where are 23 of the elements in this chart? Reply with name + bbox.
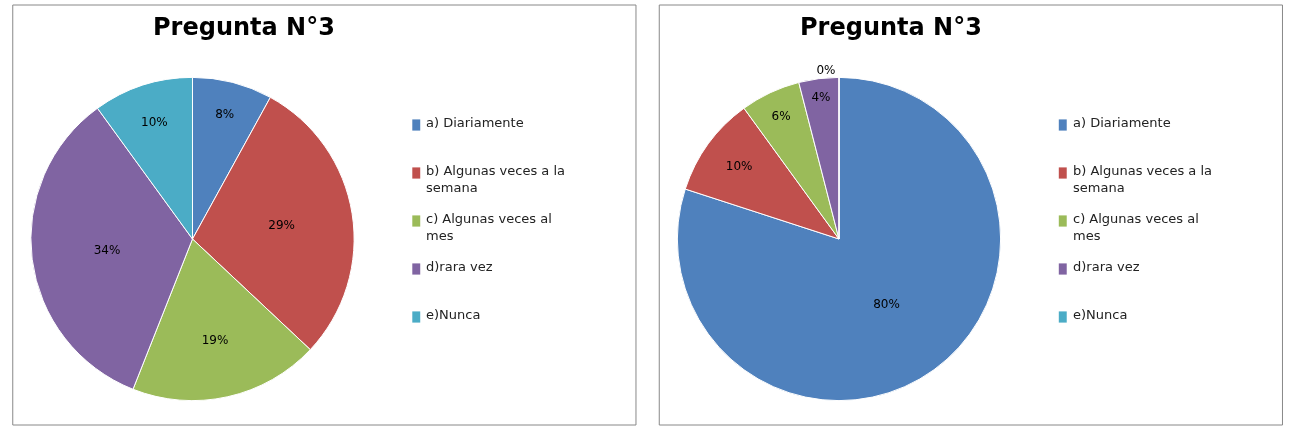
legend-label: c) Algunas veces al mes [426,211,552,243]
legend-label: d)rara vez [426,259,493,274]
legend-label: e)Nunca [1073,307,1128,322]
data-label: 29% [268,217,295,232]
data-label: 4% [811,89,831,104]
legend-label: e)Nunca [426,307,481,322]
data-label: 80% [873,297,900,312]
data-label: 6% [771,108,791,123]
legend-label: c) Algunas veces al mes [1073,211,1199,243]
legend-label: b) Algunas veces a la semana [1073,163,1212,195]
chart-title: Pregunta N°3 [800,13,982,41]
data-label: 8% [215,106,235,121]
pie-slice [677,76,1002,401]
legend-label: b) Algunas veces a la semana [426,163,565,195]
data-label: 19% [201,332,229,347]
legend-label: a) Diariamente [426,115,524,130]
data-label: 10% [725,159,753,174]
data-label: 34% [93,242,121,257]
legend-label: d)rara vez [1073,259,1140,274]
data-label: 10% [140,114,168,129]
chart-title: Pregunta N°3 [153,13,335,41]
legend-label: a) Diariamente [1073,115,1171,130]
text: 0% [816,63,836,78]
